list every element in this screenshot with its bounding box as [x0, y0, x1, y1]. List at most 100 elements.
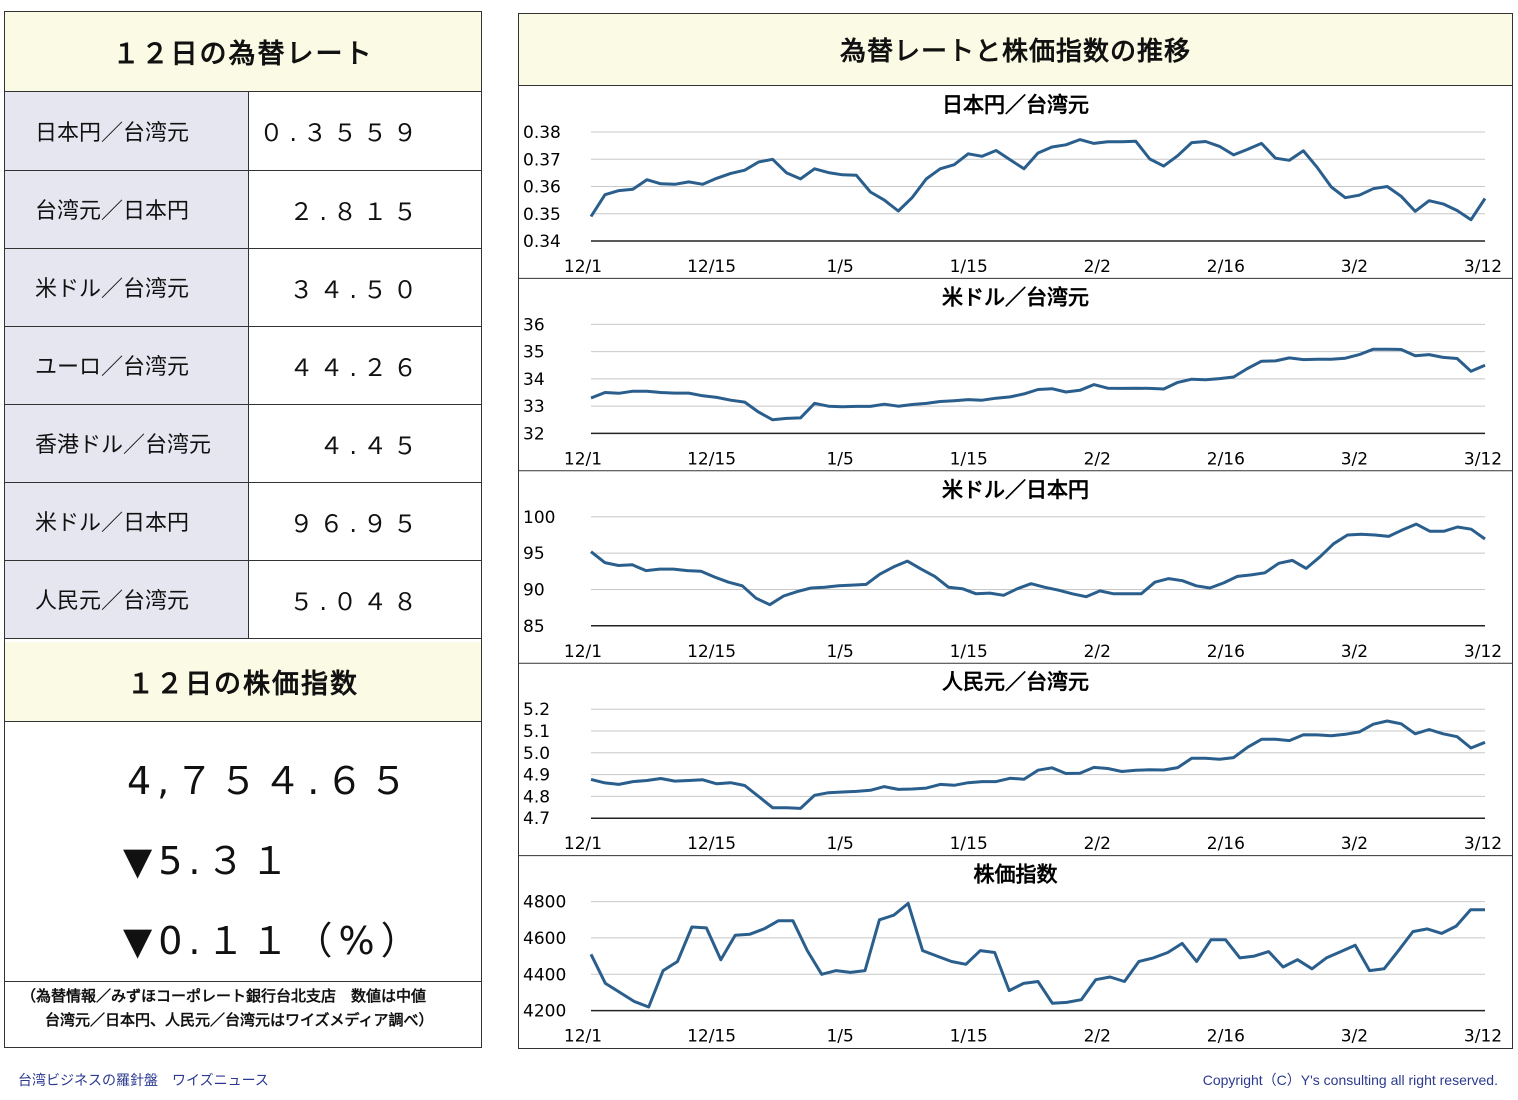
y-tick-label: 32 — [523, 424, 545, 444]
x-tick-label: 2/2 — [1084, 257, 1111, 277]
x-tick-label: 12/15 — [687, 257, 736, 277]
y-tick-label: 0.36 — [523, 178, 561, 198]
x-tick-label: 12/15 — [687, 1027, 736, 1047]
y-tick-label: 5.1 — [523, 722, 550, 742]
x-tick-label: 2/16 — [1207, 449, 1245, 469]
rate-value: ２.８１５ — [248, 170, 481, 249]
charts-panel: 為替レートと株価指数の推移 日本円／台湾元 0.38 0.37 0.36 0.35 0.3… — [518, 13, 1513, 1049]
y-tick-label: 4600 — [523, 929, 566, 949]
rate-row: 香港ドル／台湾元 ４.４５ — [5, 404, 481, 483]
x-tick-label: 2/16 — [1207, 642, 1245, 662]
chart-title: 米ドル／台湾元 — [942, 285, 1089, 309]
rate-row: 米ドル／日本円 ９６.９５ — [5, 482, 481, 561]
rate-row: 米ドル／台湾元 ３４.５０ — [5, 248, 481, 327]
series-line — [590, 347, 1486, 422]
rate-value: ４４.２６ — [248, 326, 481, 405]
y-tick-label: 5.0 — [523, 744, 550, 764]
rate-label: 香港ドル／台湾元 — [5, 404, 249, 483]
rate-label: 人民元／台湾元 — [5, 560, 249, 639]
x-tick-label: 3/2 — [1341, 642, 1368, 662]
x-tick-label: 12/1 — [564, 1027, 602, 1047]
series-line — [590, 522, 1486, 607]
chart-3: 人民元／台湾元 5.25.15.04.94.84.7 12/1 12/15 1/5 1/1… — [519, 662, 1512, 854]
x-tick-label: 12/1 — [564, 834, 602, 854]
rate-value: ０.３５５９ — [248, 92, 481, 171]
chart-title: 日本円／台湾元 — [942, 93, 1089, 117]
rate-row: 人民元／台湾元 ５.０４８ — [5, 560, 481, 639]
rate-label: ユーロ／台湾元 — [5, 326, 249, 405]
rate-label: 米ドル／日本円 — [5, 482, 249, 561]
y-tick-label: 4.8 — [523, 787, 550, 807]
x-tick-label: 12/1 — [564, 642, 602, 662]
chart-title: 人民元／台湾元 — [942, 670, 1089, 694]
x-tick-label: 3/2 — [1341, 449, 1368, 469]
source-note-line-2: 台湾元／日本円、人民元／台湾元はワイズメディア調べ） — [45, 1011, 434, 1029]
y-tick-label: 36 — [523, 315, 545, 335]
y-tick-label: 5.2 — [523, 700, 550, 720]
y-tick-label: 0.35 — [523, 205, 561, 225]
chart-1: 米ドル／台湾元 36 35 34 33 32 12/1 12/15 1/5 1/15 2/2 2/16… — [519, 277, 1512, 469]
y-tick-label: 33 — [523, 397, 545, 417]
y-tick-label: 85 — [523, 617, 545, 637]
y-tick-label: 90 — [523, 580, 545, 600]
rate-row: ユーロ／台湾元 ４４.２６ — [5, 326, 481, 405]
stock-index-value: 4,７５４.６５ — [127, 759, 414, 803]
x-tick-label: 3/2 — [1341, 834, 1368, 854]
chart-4: 株価指数 4800 4600 4400 4200 12/1 12/15 1/5 1/15 2/2 2… — [519, 855, 1512, 1047]
stock-change-value: ▼5.３１ — [123, 839, 295, 883]
source-note-line-1: （為替情報／みずほコーポレート銀行台北支店 数値は中値 — [21, 987, 427, 1005]
x-tick-label: 1/5 — [826, 449, 853, 469]
x-tick-label: 2/2 — [1084, 449, 1111, 469]
rate-row: 日本円／台湾元 ０.３５５９ — [5, 92, 481, 171]
rates-panel: １２日の為替レート 日本円／台湾元 ０.３５５９ 台湾元／日本円 ２.８１５ 米ドル／台… — [4, 11, 482, 1048]
series-line — [589, 901, 1485, 1009]
x-tick-label: 12/15 — [687, 642, 736, 662]
x-tick-label: 1/5 — [826, 1027, 853, 1047]
rate-value: ５.０４８ — [248, 560, 481, 639]
source-note: （為替情報／みずほコーポレート銀行台北支店 数値は中値 台湾元／日本円、人民元／… — [5, 984, 481, 1032]
x-tick-label: 1/15 — [950, 449, 988, 469]
y-tick-label: 0.38 — [523, 123, 561, 143]
x-tick-label: 2/16 — [1207, 834, 1245, 854]
x-tick-label: 12/1 — [564, 257, 602, 277]
stock-title: １２日の株価指数 — [5, 642, 481, 722]
y-tick-label: 95 — [523, 544, 545, 564]
x-tick-label: 3/12 — [1464, 449, 1502, 469]
x-tick-label: 1/15 — [950, 834, 988, 854]
x-tick-label: 3/12 — [1464, 1027, 1502, 1047]
x-tick-label: 3/12 — [1464, 834, 1502, 854]
x-tick-label: 12/1 — [564, 449, 602, 469]
rate-value: ４.４５ — [248, 404, 481, 483]
rates-table: 日本円／台湾元 ０.３５５９ 台湾元／日本円 ２.８１５ 米ドル／台湾元 ３４.５０ ユーロ… — [5, 92, 481, 639]
x-tick-label: 3/12 — [1464, 257, 1502, 277]
x-tick-label: 3/2 — [1341, 1027, 1368, 1047]
rate-label: 台湾元／日本円 — [5, 170, 249, 249]
x-tick-label: 1/15 — [950, 257, 988, 277]
x-tick-label: 12/15 — [687, 449, 736, 469]
x-tick-label: 2/2 — [1084, 1027, 1111, 1047]
footer-site-name: 台湾ビジネスの羅針盤 ワイズニュース — [18, 1072, 269, 1088]
x-tick-label: 3/12 — [1464, 642, 1502, 662]
chart-2: 米ドル／日本円 100 95 90 85 12/1 12/15 1/5 1/15 2/2 2/16 3… — [519, 470, 1512, 662]
x-tick-label: 2/16 — [1207, 257, 1245, 277]
chart-title: 米ドル／日本円 — [942, 478, 1089, 502]
stock-change-percent: ▼0.１１（%） — [123, 919, 425, 963]
x-tick-label: 2/2 — [1084, 642, 1111, 662]
footer-copyright: Copyright（C）Y's consulting all right res… — [1202, 1072, 1498, 1088]
rate-value: ３４.５０ — [248, 248, 481, 327]
y-tick-label: 34 — [523, 370, 545, 390]
y-tick-label: 4400 — [523, 965, 566, 985]
y-tick-label: 4.7 — [523, 809, 550, 829]
y-tick-label: 100 — [523, 508, 555, 528]
y-tick-label: 4200 — [523, 1002, 566, 1022]
x-tick-label: 1/5 — [826, 257, 853, 277]
rate-label: 日本円／台湾元 — [5, 92, 249, 171]
series-line — [590, 719, 1486, 810]
y-tick-label: 4.9 — [523, 766, 550, 786]
x-tick-label: 2/2 — [1084, 834, 1111, 854]
x-tick-label: 2/16 — [1207, 1027, 1245, 1047]
y-tick-label: 4800 — [523, 893, 566, 913]
x-tick-label: 3/2 — [1341, 257, 1368, 277]
